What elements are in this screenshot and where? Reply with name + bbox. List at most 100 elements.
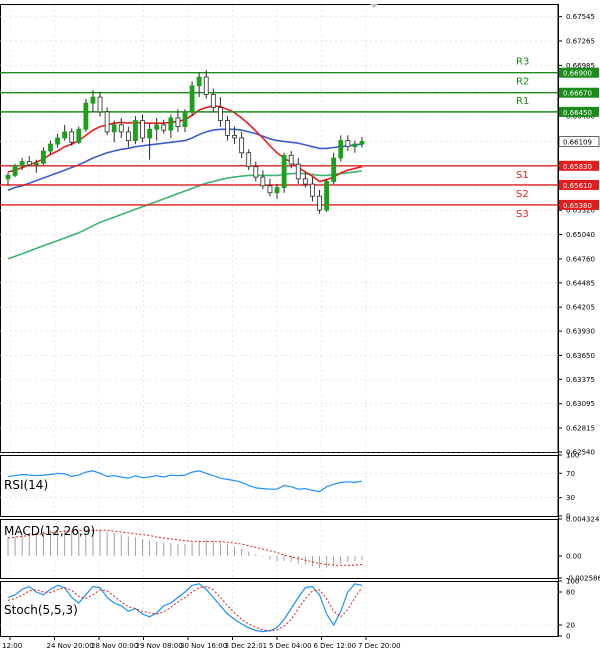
x-tick-label: 28 Nov 00:00: [91, 642, 138, 650]
y-tick-label: 0.63375: [566, 376, 595, 384]
x-tick-label: 6 Dec 12:00: [314, 642, 357, 650]
y-tick-label: 0.64205: [566, 304, 595, 312]
candle-body: [232, 134, 237, 139]
candle-body: [69, 131, 75, 143]
y-tick-label: 100: [566, 452, 579, 460]
candle-body: [260, 176, 266, 187]
y-tick-label: 0.67545: [566, 13, 595, 21]
candle-body: [19, 161, 25, 167]
candle-body: [267, 185, 273, 194]
x-tick-label: 29 Nov 08:00: [136, 642, 183, 650]
y-tick-label: 0.63650: [566, 352, 595, 360]
y-tick-label: 100: [566, 578, 579, 586]
candle: [232, 126, 237, 145]
candle: [288, 151, 294, 169]
candle-body: [317, 195, 322, 211]
candle-body: [352, 143, 358, 148]
candle: [359, 137, 365, 148]
candle-body: [12, 165, 18, 176]
candle: [253, 161, 259, 182]
level-tag-r2: [559, 87, 599, 98]
x-tick-label: 7 Dec 20:00: [358, 642, 401, 650]
y-tick-label: 0.65040: [566, 231, 595, 239]
level-name-r2: R2: [516, 77, 529, 88]
candle-body: [5, 174, 11, 180]
candle-body: [324, 181, 330, 211]
stoch-title: Stoch(5,5,3): [4, 603, 78, 617]
candle-body: [295, 163, 301, 180]
candle-body: [161, 124, 167, 131]
level-tag-label-s1: 0.65830: [563, 163, 592, 171]
candle-body: [288, 154, 294, 165]
y-tick-label: 70: [566, 470, 575, 478]
candle-body: [274, 187, 280, 194]
candle: [5, 172, 11, 186]
candle: [317, 190, 322, 214]
y-tick-label: 0.63095: [566, 400, 595, 408]
candle-body: [359, 141, 365, 145]
candle: [133, 116, 138, 145]
candle: [189, 81, 195, 117]
candle: [182, 109, 188, 132]
candle-body: [168, 117, 174, 131]
candle-body: [111, 124, 117, 133]
candle-body: [133, 120, 138, 141]
candle: [295, 157, 301, 185]
candle: [125, 126, 131, 148]
level-tag-s3: [559, 199, 599, 210]
candle: [260, 170, 266, 190]
candle-body: [189, 85, 195, 113]
candle: [225, 116, 230, 141]
candle: [118, 117, 124, 138]
candle: [55, 133, 60, 148]
y-tick-label: 0.67265: [566, 37, 595, 45]
candle: [104, 107, 110, 136]
candle: [168, 114, 174, 138]
candle-body: [118, 124, 124, 133]
candle-body: [41, 150, 46, 164]
candle-body: [154, 124, 160, 130]
candle: [196, 72, 202, 98]
y-tick-label: 0.64485: [566, 279, 595, 287]
y-tick-label: 80: [566, 589, 575, 597]
candle: [239, 131, 245, 158]
candle: [90, 90, 96, 112]
candle: [324, 178, 330, 212]
x-tick-label: 12:00: [2, 642, 22, 650]
level-name-r1: R1: [516, 96, 529, 107]
candle-body: [26, 161, 32, 166]
x-tick-label: 24 Nov 20:00: [47, 642, 94, 650]
candle: [19, 157, 25, 171]
candle-body: [55, 137, 60, 145]
y-tick-label: 0.004324: [566, 516, 600, 524]
candle-body: [90, 96, 96, 104]
level-tag-s2: [559, 179, 599, 190]
candle: [246, 149, 252, 171]
candle-body: [239, 137, 245, 154]
rsi-panel: 100 70 30 0 RSI(14): [0, 452, 579, 521]
y-tick-label: 0.62540: [566, 449, 595, 457]
level-tag-label-r2: 0.66670: [563, 90, 592, 98]
level-tag-s1: [559, 160, 599, 171]
current-price-label: 0.66109: [563, 139, 592, 147]
candle: [26, 156, 32, 167]
candle: [175, 109, 181, 132]
candle-body: [175, 117, 181, 128]
candle: [281, 152, 287, 193]
level-tag-label-s3: 0.65380: [563, 202, 592, 210]
candle-body: [331, 157, 337, 182]
candle-body: [104, 111, 110, 133]
candle: [302, 172, 308, 188]
y-tick-label: 0.64760: [566, 255, 595, 263]
candle-body: [210, 94, 216, 108]
rsi-line: [7, 470, 363, 493]
candle-body: [246, 152, 252, 168]
level-tag-r1: [559, 106, 599, 117]
scroll-marker-icon: [370, 4, 378, 8]
candle: [48, 140, 53, 155]
candle: [97, 91, 103, 117]
candle-body: [302, 178, 308, 185]
